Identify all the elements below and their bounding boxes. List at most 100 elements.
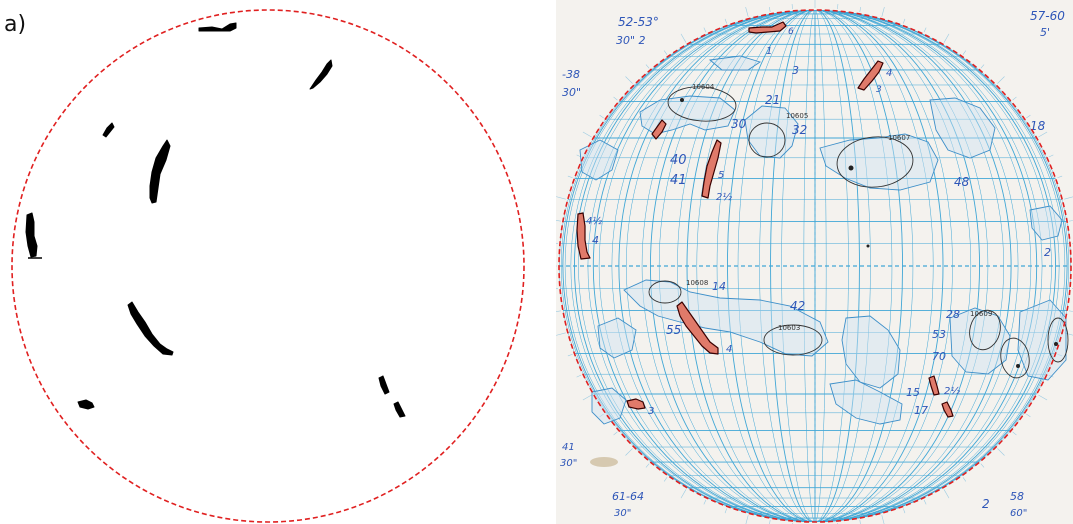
paper-stain (590, 457, 618, 467)
limb-tick (859, 6, 861, 12)
region-contour (1029, 205, 1063, 241)
annotation: 2½ (716, 191, 732, 203)
limb-tick (1012, 431, 1017, 436)
spot-group-oval (836, 136, 914, 188)
annotation: 28 (946, 308, 960, 321)
annotation: 52-53° (618, 15, 659, 29)
limb-tick (613, 96, 618, 101)
sunspot (866, 244, 870, 248)
limb-tick (923, 27, 927, 33)
limb-tick (769, 6, 771, 12)
annotation: 60" (1010, 508, 1027, 519)
limb-tick (680, 33, 687, 43)
annotation: 2 (982, 497, 990, 511)
annotation: 5 (718, 170, 724, 181)
limb-tick (556, 332, 566, 336)
annotation: 4½ (586, 215, 602, 227)
region-contour (929, 97, 996, 159)
spot-group-outlines (648, 86, 1069, 379)
region-contour (623, 279, 829, 357)
region-number: 10609 (970, 310, 992, 318)
region-number: 10608 (686, 279, 708, 287)
highlighted-filaments (576, 21, 954, 418)
filament-mask-group (25, 22, 406, 418)
sunspot (1054, 342, 1058, 346)
handwritten-annotations: 52-53° 30" 2 57-60 5' -38 30" 3 21 30 32… (560, 9, 1065, 519)
limb-tick (582, 131, 592, 138)
limb-tick (881, 515, 885, 524)
limb-tick (745, 515, 749, 524)
annotation: 41 (670, 173, 687, 188)
limb-tick (923, 499, 927, 505)
annotation: 30" (614, 508, 631, 519)
limb-tick (769, 520, 771, 524)
filament-shape (77, 399, 95, 410)
filament-highlight (857, 60, 884, 91)
limb-tick (680, 489, 687, 499)
region-contour (579, 139, 619, 181)
spot-group-oval (648, 280, 682, 304)
limb-tick (859, 520, 861, 524)
solar-limb-circle (11, 9, 525, 523)
filament-shape (149, 139, 171, 204)
region-number: 10603 (778, 324, 800, 332)
limb-tick (1057, 175, 1063, 179)
annotation: 4 (726, 344, 732, 355)
annotation: 4 (886, 68, 892, 79)
spot-group-oval (667, 86, 737, 122)
limb-tick (576, 374, 582, 378)
limb-tick (1038, 131, 1048, 138)
limb-tick (902, 18, 906, 24)
filament-shape (393, 401, 406, 418)
limb-tick (613, 431, 618, 436)
limb-tick (556, 220, 561, 222)
filament-highlight (941, 401, 954, 418)
filament-highlight (928, 375, 940, 396)
limb-tick (645, 64, 650, 69)
annotation: 70 (932, 350, 946, 363)
limb-tick (703, 499, 707, 505)
limb-tick (1069, 220, 1073, 222)
limb-tick (962, 50, 967, 55)
limb-tick (556, 310, 561, 312)
annotation: 2½ (944, 385, 960, 397)
limb-tick (980, 463, 985, 468)
annotation: 61-64 (612, 490, 644, 503)
annotation: -38 (562, 68, 580, 81)
limb-tick (745, 7, 749, 17)
annotation: 30 (731, 117, 747, 131)
region-contour (829, 379, 903, 425)
limb-tick (943, 489, 950, 499)
filament-shape (25, 212, 38, 258)
annotation: 3 (876, 85, 882, 95)
region-number: 10605 (786, 112, 808, 120)
annotation: 4 (592, 234, 599, 247)
annotation: 18 (1030, 119, 1046, 133)
filament-highlight (701, 139, 722, 199)
filament-shape (309, 59, 333, 90)
region-contour (744, 105, 799, 159)
spot-group-oval (1000, 337, 1030, 379)
sunspot (848, 165, 854, 171)
limb-tick (567, 175, 573, 179)
limb-tick (1026, 114, 1031, 119)
limb-tick (881, 7, 885, 17)
annotation: 55 (666, 323, 681, 337)
limb-tick (943, 33, 950, 43)
limb-tick (645, 463, 650, 468)
limb-tick (599, 114, 604, 119)
limb-tick (567, 353, 573, 357)
limb-tick (980, 64, 985, 69)
filament-highlight (626, 398, 646, 410)
annotation: 42 (790, 299, 805, 313)
annotation: 15 (906, 386, 920, 399)
limb-tick (724, 508, 728, 514)
filament-shape (102, 122, 115, 138)
annotation: 40 (670, 153, 687, 168)
limb-tick (625, 448, 633, 456)
limb-tick (1057, 353, 1063, 357)
panel-a-label: a) (4, 12, 27, 37)
spot-group-oval (748, 122, 786, 158)
annotation: 2 (1044, 246, 1051, 259)
annotation: 57-60 (1030, 9, 1065, 23)
